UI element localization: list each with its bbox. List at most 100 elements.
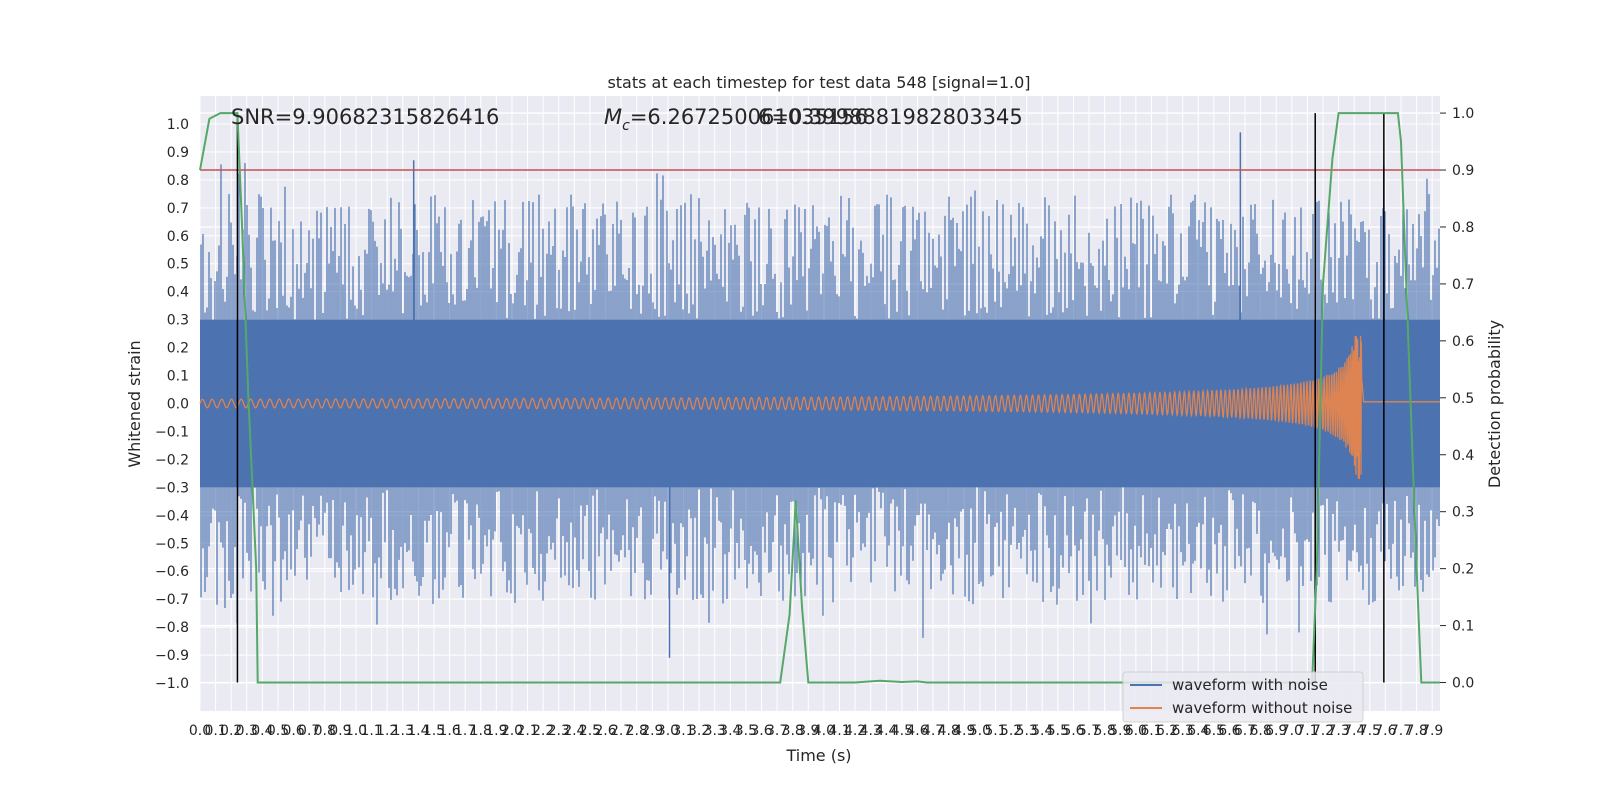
x-tick-label: 5.1: [984, 723, 1006, 739]
x-tick-label: 2.3: [548, 723, 570, 739]
x-tick-label: 1.4: [407, 723, 429, 739]
x-tick-label: 5.5: [1047, 723, 1069, 739]
x-tick-label: 7.3: [1327, 723, 1349, 739]
x-tick-label: 0.9: [329, 723, 351, 739]
y2-tick-label: 0.6: [1452, 334, 1474, 350]
x-tick-label: 7.9: [1421, 723, 1443, 739]
y2-tick-labels: 1.0 0.9 0.8 0.7 0.6 0.5 0.4 0.3 0.2 0.1 0.0: [1452, 106, 1474, 691]
x-tick-label: 6.0: [1125, 723, 1147, 739]
x-tick-label: 2.5: [579, 723, 601, 739]
x-tick-label: 5.4: [1031, 723, 1053, 739]
y2-tick-label: 0.7: [1452, 277, 1474, 293]
x-tick-label: 1.6: [438, 723, 460, 739]
x-tick-label: 6.8: [1249, 723, 1271, 739]
x-tick-label: 7.5: [1359, 723, 1381, 739]
x-tick-label: 2.0: [501, 723, 523, 739]
y-tick-label: −0.9: [155, 648, 189, 664]
x-tick-label: 1.5: [423, 723, 445, 739]
x-tick-label: 3.9: [797, 723, 819, 739]
x-tick-label: 3.2: [688, 723, 710, 739]
x-tick-label: 1.3: [392, 723, 414, 739]
y-tick-label: −0.2: [155, 452, 189, 468]
x-tick-label: 0.6: [282, 723, 304, 739]
x-tick-label: 2.9: [641, 723, 663, 739]
x-tick-label: 4.5: [891, 723, 913, 739]
y-tick-label: −0.4: [155, 508, 189, 524]
x-tick-label: 0.8: [314, 723, 336, 739]
x-tick-label: 0.0: [189, 723, 211, 739]
x-tick-label: 7.2: [1312, 723, 1334, 739]
x-tick-label: 6.6: [1218, 723, 1240, 739]
x-tick-label: 6.7: [1234, 723, 1256, 739]
x-tick-label: 7.6: [1374, 723, 1396, 739]
x-tick-label: 1.7: [454, 723, 476, 739]
y-tick-label: 0.7: [167, 201, 189, 217]
y-tick-label: −0.8: [155, 620, 189, 636]
snr-annotation: SNR=9.90682315826416: [231, 105, 499, 129]
x-tick-label: 1.1: [360, 723, 382, 739]
y2-axis-label: Detection probability: [1485, 320, 1504, 488]
x-tick-label: 3.0: [657, 723, 679, 739]
x-tick-label: 1.9: [485, 723, 507, 739]
y-tick-label: 0.8: [167, 173, 189, 189]
x-tick-label: 4.6: [906, 723, 928, 739]
y-tick-label: 0.3: [167, 313, 189, 329]
x-tick-label: 4.2: [844, 723, 866, 739]
y2-tick-label: 0.2: [1452, 562, 1474, 578]
x-axis-label: Time (s): [785, 746, 851, 765]
x-tick-label: 0.4: [251, 723, 273, 739]
y-tick-label: 0.1: [167, 369, 189, 385]
x-tick-label: 3.4: [719, 723, 741, 739]
x-tick-label: 1.8: [470, 723, 492, 739]
x-tick-label: 7.4: [1343, 723, 1365, 739]
x-tick-label: 3.6: [750, 723, 772, 739]
y2-tick-label: 1.0: [1452, 106, 1474, 122]
x-tick-label: 3.8: [782, 723, 804, 739]
x-tick-label: 5.3: [1016, 723, 1038, 739]
chart-title: stats at each timestep for test data 548…: [607, 73, 1030, 92]
y-tick-label: −0.1: [155, 424, 189, 440]
y-tick-label: 0.2: [167, 341, 189, 357]
y-axis-label: Whitened strain: [125, 340, 144, 467]
x-tick-label: 5.2: [1000, 723, 1022, 739]
x-tick-label: 4.7: [922, 723, 944, 739]
mc-overlap-annotation: 6=0.39988819828033​45: [758, 105, 1023, 129]
x-tick-label: 7.8: [1405, 723, 1427, 739]
y-tick-label: 0.6: [167, 229, 189, 245]
x-tick-label: 2.6: [594, 723, 616, 739]
x-tick-label: 0.3: [236, 723, 258, 739]
x-tick-label: 3.3: [704, 723, 726, 739]
x-tick-label: 5.7: [1078, 723, 1100, 739]
legend: waveform with noise waveform without noi…: [1122, 671, 1364, 723]
y2-tick-label: 0.0: [1452, 676, 1474, 692]
x-tick-label: 5.9: [1109, 723, 1131, 739]
y-tick-label: 0.4: [167, 285, 189, 301]
y2-tick-label: 0.8: [1452, 220, 1474, 236]
chirp-trace: [199, 335, 1440, 480]
y2-tick-label: 0.4: [1452, 448, 1474, 464]
x-tick-label: 4.3: [860, 723, 882, 739]
x-tick-label: 1.0: [345, 723, 367, 739]
y-tick-labels: 1.0 0.9 0.8 0.7 0.6 0.5 0.4 0.3 0.2 0.1 0.0 −0.1 −0.…: [155, 117, 189, 692]
x-tick-label: 3.5: [735, 723, 757, 739]
x-tick-labels: 0.00.10.20.30.40.50.60.70.80.91.01.11.21…: [189, 723, 1443, 739]
mc-annotation: Mc=6.267250061035156: [604, 105, 868, 134]
y2-tick-label: 0.3: [1452, 505, 1474, 521]
x-tick-label: 5.8: [1094, 723, 1116, 739]
x-tick-label: 7.7: [1390, 723, 1412, 739]
x-tick-label: 2.7: [610, 723, 632, 739]
y-tick-label: 0.9: [167, 145, 189, 161]
y-tick-label: −0.7: [155, 592, 189, 608]
x-tick-label: 2.1: [516, 723, 538, 739]
x-tick-label: 4.8: [938, 723, 960, 739]
x-tick-label: 2.4: [563, 723, 585, 739]
y2-tick-label: 0.9: [1452, 163, 1474, 179]
x-tick-label: 3.1: [672, 723, 694, 739]
x-tick-label: 0.2: [220, 723, 242, 739]
x-tick-label: 2.2: [532, 723, 554, 739]
x-tick-label: 4.4: [875, 723, 897, 739]
x-tick-label: 0.5: [267, 723, 289, 739]
legend-clean-label: waveform without noise: [1172, 699, 1352, 717]
detection-probability-line: [199, 112, 1440, 684]
